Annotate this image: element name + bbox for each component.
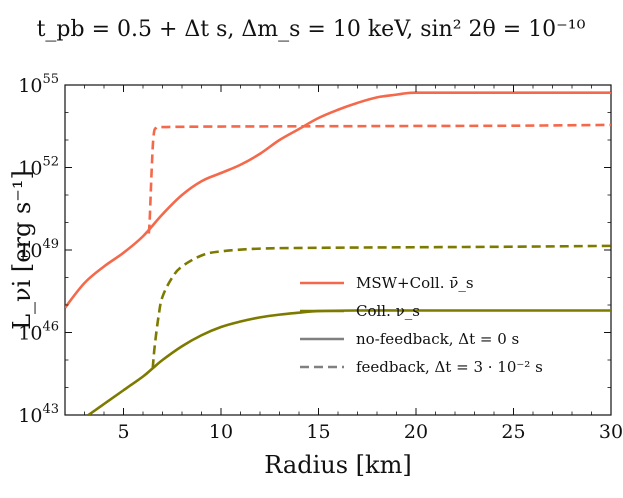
series-line-feedback-1 [147, 123, 611, 234]
series-line-no-feedback-0 [65, 91, 611, 309]
y-tick-label: 1052 [18, 155, 59, 180]
legend-label: no-feedback, Δt = 0 s [356, 330, 519, 348]
x-tick-label: 25 [501, 421, 525, 443]
x-tick-label: 30 [599, 421, 623, 443]
x-tick-label: 10 [209, 421, 233, 443]
legend-label: feedback, Δt = 3 · 10⁻² s [356, 358, 543, 376]
y-tick-label: 1055 [18, 72, 59, 97]
legend-label: MSW+Coll. ν̄_s [356, 274, 474, 292]
y-axis-label: L_νi [erg s⁻¹] [8, 170, 36, 330]
series-line-no-feedback-2 [87, 309, 611, 415]
y-axis-ticks: 1043 1046 1049 1052 1055 [18, 72, 611, 427]
y-tick-label: 1046 [18, 320, 59, 345]
x-tick-label: 5 [117, 421, 129, 443]
x-tick-label: 20 [404, 421, 428, 443]
x-tick-label: 15 [306, 421, 330, 443]
y-tick-label: 1049 [18, 237, 59, 262]
y-tick-label: 1043 [18, 402, 59, 427]
legend: MSW+Coll. ν̄_s Coll. ν_s no-feedback, Δt =… [300, 274, 543, 376]
chart-title: t_pb = 0.5 + Δt s, Δm_s = 10 keV, sin² 2… [37, 17, 586, 42]
series-line-feedback-3 [151, 244, 611, 369]
legend-label: Coll. ν_s [356, 302, 420, 320]
x-axis-ticks: 5 10 15 20 25 30 [64, 85, 623, 443]
series-layer [65, 91, 611, 415]
x-axis-label: Radius [km] [264, 451, 411, 479]
